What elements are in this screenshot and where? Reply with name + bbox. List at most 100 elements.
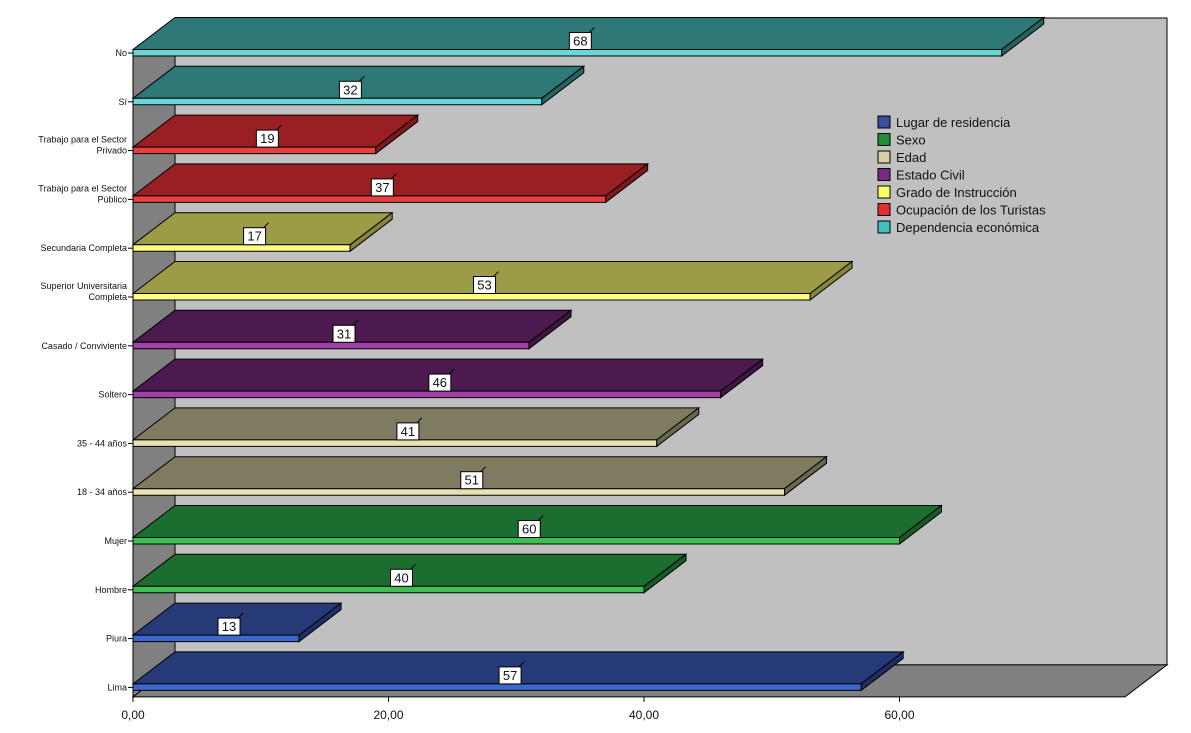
data-label: 51 [465, 473, 479, 488]
bar-front-face [132, 537, 900, 545]
bar-end-face [809, 260, 853, 302]
x-tick-label: 20,00 [373, 708, 403, 722]
bar-soltero: 46 [131, 358, 765, 399]
bar-hombre: 40 [131, 553, 688, 594]
legend-swatch [877, 150, 891, 164]
bar-superior-universitaria-completa: 53 [131, 260, 854, 302]
category-label: Secundaria Completa [40, 243, 127, 253]
legend-swatch [877, 133, 891, 146]
category-label: Completa [88, 292, 127, 302]
x-tick-label: 60,00 [884, 708, 914, 722]
data-label: 19 [260, 131, 274, 146]
data-label: 41 [401, 424, 415, 439]
category-label: Sí [118, 97, 127, 107]
legend-entry: Estado Civil [896, 168, 965, 183]
bar-front-face [132, 97, 543, 106]
data-label: 17 [247, 229, 261, 244]
bar-front-face [132, 293, 811, 301]
bar-piura: 13 [131, 602, 343, 643]
bar-front-face [132, 341, 530, 350]
bar-front-face [132, 634, 300, 643]
legend-entry: Ocupación de los Turistas [896, 203, 1046, 218]
bar-secundaria-completa: 17 [131, 211, 394, 253]
bar-end-face [860, 650, 904, 692]
category-label: Superior Universitaria [40, 281, 127, 291]
data-label: 32 [343, 82, 357, 97]
bar-front-face [132, 390, 722, 399]
bar-mujer: 60 [131, 504, 943, 546]
data-label-box [460, 471, 484, 490]
data-label-box [396, 422, 420, 441]
bar-front-face [132, 439, 658, 447]
bar-end-face [1001, 16, 1045, 58]
data-label: 31 [337, 326, 351, 341]
data-label-box [255, 129, 279, 148]
data-label-box [390, 568, 413, 587]
bar-no: 68 [131, 16, 1046, 58]
data-label-box [243, 227, 267, 246]
data-label-box [338, 80, 362, 99]
bar-end-face [605, 162, 649, 204]
bar-end-face [656, 406, 700, 448]
legend-swatch [877, 185, 891, 199]
category-label: Lima [107, 682, 127, 692]
bar-front-face [132, 488, 786, 496]
data-label: 40 [394, 570, 408, 585]
legend-entry: Edad [896, 150, 926, 165]
legend-entry: Sexo [896, 133, 926, 148]
bar-end-face [528, 309, 572, 350]
bar-35-44-anos: 41 [131, 406, 701, 448]
legend-entry: Grado de Instrucción [896, 185, 1017, 200]
bar-front-face [132, 244, 351, 252]
bars: 68 32 19 37 17 53 31 46 41 51 60 40 13 57 [131, 16, 1046, 692]
category-label: No [115, 48, 127, 58]
bar-18-34-anos: 51 [131, 455, 829, 497]
bar-front-face [132, 585, 645, 594]
category-label: Piura [106, 634, 127, 644]
legend-swatch [877, 168, 891, 181]
data-label: 53 [477, 278, 491, 293]
data-label: 37 [375, 180, 389, 195]
data-label-box [568, 32, 592, 50]
category-label: Mujer [104, 536, 127, 546]
bar-end-face [298, 602, 342, 643]
legend-entry: Dependencia económica [896, 220, 1040, 235]
category-label: Casado / Conviviente [41, 341, 127, 351]
category-label: 35 - 44 años [77, 438, 128, 448]
bar-trabajo-para-el-sector-publico: 37 [131, 162, 650, 204]
data-label-box [473, 276, 497, 294]
legend-swatch [877, 203, 891, 216]
bar-end-face [643, 553, 687, 594]
bar-end-face [899, 504, 942, 546]
legend: Lugar de residencia Sexo Edad Estado Civil G… [877, 115, 1046, 235]
category-label: Hombre [95, 585, 127, 595]
data-label-box [370, 178, 394, 197]
data-label-box [498, 666, 522, 685]
category-label: Soltero [98, 390, 127, 400]
bar-front-face [132, 146, 377, 155]
bar-end-face [784, 455, 828, 497]
bar-front-face [132, 49, 1003, 57]
x-tick-label: 0,00 [121, 708, 145, 722]
legend-entry: Lugar de residencia [896, 115, 1011, 130]
bar-si: 32 [131, 65, 586, 106]
category-label: Privado [96, 146, 127, 156]
data-label-box [517, 520, 541, 538]
bar-front-face [132, 683, 862, 691]
data-label: 46 [433, 375, 447, 390]
data-label-box [217, 617, 241, 636]
bar-trabajo-para-el-sector-privado: 19 [131, 114, 420, 155]
bar-end-face [720, 358, 764, 399]
x-tick-label: 40,00 [629, 708, 659, 722]
category-label: 18 - 34 años [77, 487, 128, 497]
legend-swatch [877, 220, 891, 234]
data-label: 13 [222, 619, 236, 634]
category-label: Público [97, 194, 127, 204]
category-label: Trabajo para el Sector [38, 183, 127, 193]
bar-end-face [375, 114, 419, 155]
category-label: Trabajo para el Sector [38, 135, 127, 145]
bar-front-face [132, 195, 607, 203]
data-label: 57 [503, 668, 517, 683]
